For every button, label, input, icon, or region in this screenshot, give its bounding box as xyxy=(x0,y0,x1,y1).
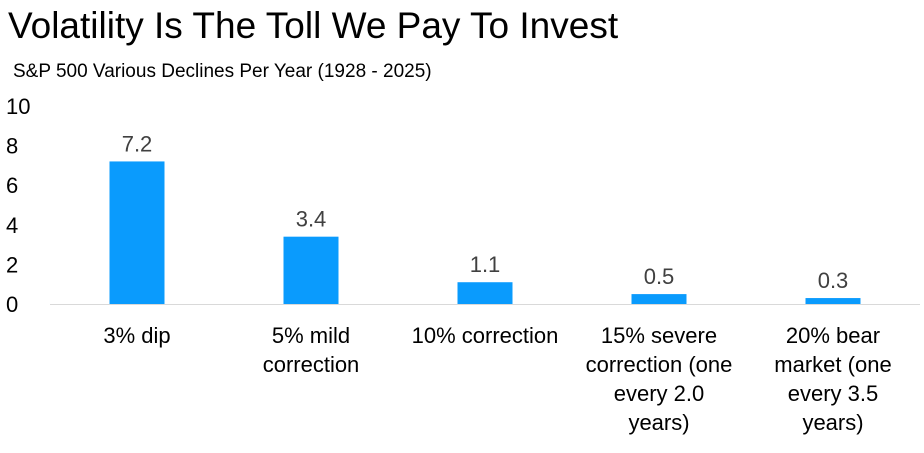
category-label-line: 5% mild xyxy=(272,323,350,348)
category-label: 15% severe correction (one every 2.0 years) xyxy=(586,323,733,435)
data-label: 0.5 xyxy=(644,264,675,289)
category-label: 20% bear market (one every 3.5 years) xyxy=(774,323,891,435)
category-label-line: 15% severe xyxy=(601,323,717,348)
category-label-line: every 2.0 xyxy=(614,381,705,406)
category-label-line: 20% bear xyxy=(786,323,880,348)
y-tick-label: 6 xyxy=(6,173,18,198)
category-label-line: every 3.5 xyxy=(788,381,879,406)
category-label-line: correction xyxy=(263,352,360,377)
category-label: 5% mild correction xyxy=(263,323,360,377)
data-label: 3.4 xyxy=(296,207,327,232)
bar xyxy=(631,294,687,304)
bar xyxy=(457,282,513,304)
category-label-line: 10% correction xyxy=(412,323,559,348)
category-label: 10% correction xyxy=(412,323,559,348)
bar xyxy=(283,236,339,304)
category-label-line: years) xyxy=(628,410,689,435)
category-labels: 3% dip 5% mild correction 10% correction 15%… xyxy=(103,323,891,435)
category-label: 3% dip xyxy=(103,323,170,348)
y-tick-label: 0 xyxy=(6,292,18,317)
y-tick-label: 10 xyxy=(6,94,30,119)
data-label: 0.3 xyxy=(818,268,849,293)
category-label-line: correction (one xyxy=(586,352,733,377)
data-label: 7.2 xyxy=(122,131,153,156)
category-label-line: years) xyxy=(802,410,863,435)
y-tick-label: 4 xyxy=(6,213,18,238)
category-label-line: 3% dip xyxy=(103,323,170,348)
y-tick-label: 8 xyxy=(6,134,18,159)
y-tick-label: 2 xyxy=(6,252,18,277)
data-labels: 7.2 3.4 1.1 0.5 0.3 xyxy=(122,131,849,293)
bar xyxy=(109,161,165,304)
bars xyxy=(109,161,861,304)
y-axis-ticks: 0 2 4 6 8 10 xyxy=(6,94,30,317)
data-label: 1.1 xyxy=(470,252,501,277)
chart-title: Volatility Is The Toll We Pay To Invest xyxy=(8,5,619,46)
chart-subtitle: S&P 500 Various Declines Per Year (1928 … xyxy=(13,61,432,82)
category-label-line: market (one xyxy=(774,352,891,377)
bar xyxy=(805,298,861,304)
